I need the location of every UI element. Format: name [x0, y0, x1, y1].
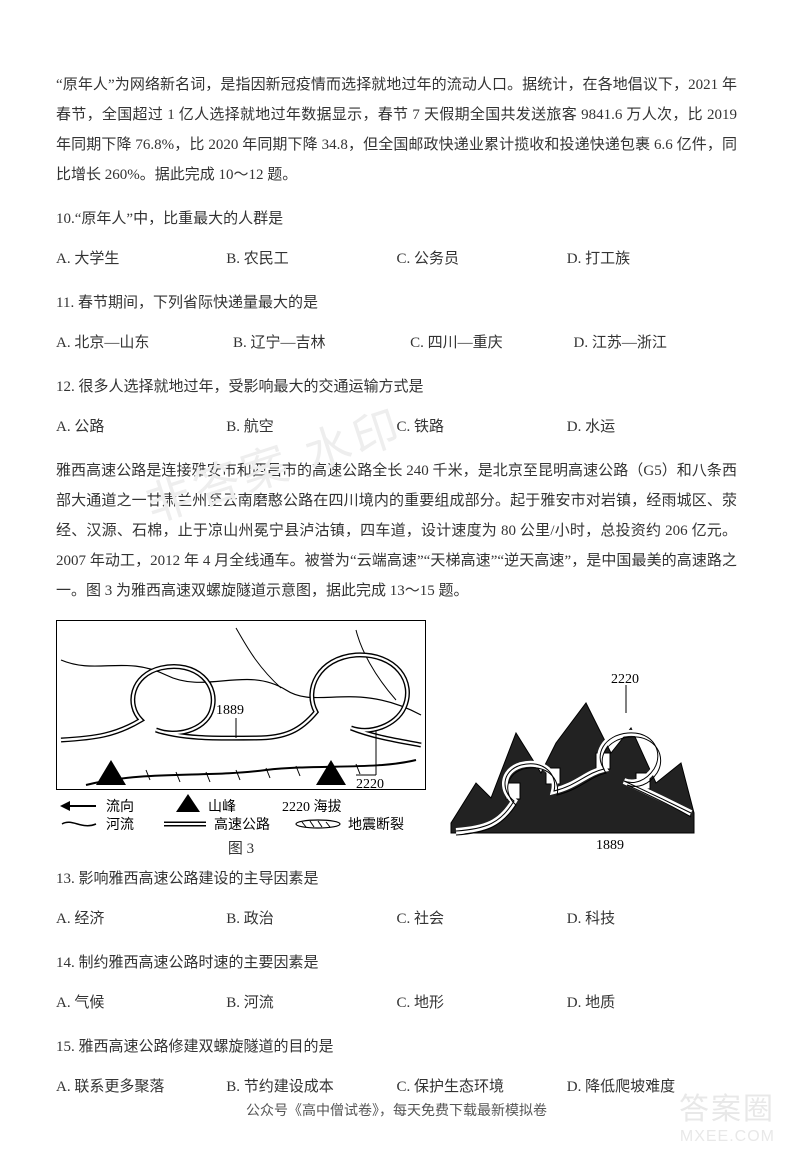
q11-opt-a: A. 北京—山东	[56, 328, 233, 358]
legend-highway: 高速公路	[214, 816, 270, 830]
q15-opt-c: C. 保护生态环境	[397, 1072, 567, 1102]
q11-opt-d: D. 江苏—浙江	[574, 328, 737, 358]
map-svg: 1889 2220 流向 山峰 2220 海拔	[56, 620, 426, 830]
q12-options: A. 公路 B. 航空 C. 铁路 D. 水运	[56, 412, 737, 442]
mountain-svg: 2220 1889	[446, 673, 696, 853]
q13-opt-b: B. 政治	[226, 904, 396, 934]
q15-options: A. 联系更多聚落 B. 节约建设成本 C. 保护生态环境 D. 降低爬坡难度	[56, 1072, 737, 1102]
q10-opt-c: C. 公务员	[397, 244, 567, 274]
q15-opt-a: A. 联系更多聚落	[56, 1072, 226, 1102]
mtn-label-1889: 1889	[596, 838, 624, 853]
q14-opt-b: B. 河流	[226, 988, 396, 1018]
q14-opt-c: C. 地形	[397, 988, 567, 1018]
q15-stem: 15. 雅西高速公路修建双螺旋隧道的目的是	[56, 1032, 737, 1062]
q12-opt-a: A. 公路	[56, 412, 226, 442]
passage-1: “原年人”为网络新名词，是指因新冠疫情而选择就地过年的流动人口。据统计，在各地倡…	[56, 70, 737, 190]
corner-watermark-small: MXEE.COM	[679, 1128, 775, 1146]
figure-3-left: 1889 2220 流向 山峰 2220 海拔	[56, 620, 426, 858]
mtn-label-2220: 2220	[611, 673, 639, 687]
legend-river: 河流	[106, 817, 134, 830]
q15-opt-d: D. 降低爬坡难度	[567, 1072, 737, 1102]
q12-opt-d: D. 水运	[567, 412, 737, 442]
q10-stem: 10.“原年人”中，比重最大的人群是	[56, 204, 737, 234]
map-label-1889: 1889	[216, 703, 244, 718]
q11-opt-c: C. 四川—重庆	[410, 328, 573, 358]
legend-peak: 山峰	[208, 799, 236, 815]
q14-stem: 14. 制约雅西高速公路时速的主要因素是	[56, 948, 737, 978]
q13-options: A. 经济 B. 政治 C. 社会 D. 科技	[56, 904, 737, 934]
q10-options: A. 大学生 B. 农民工 C. 公务员 D. 打工族	[56, 244, 737, 274]
legend-elev: 2220 海拔	[282, 799, 342, 815]
figure-3: 1889 2220 流向 山峰 2220 海拔	[56, 620, 737, 858]
q13-opt-a: A. 经济	[56, 904, 226, 934]
q14-opt-a: A. 气候	[56, 988, 226, 1018]
q11-stem: 11. 春节期间，下列省际快递量最大的是	[56, 288, 737, 318]
q13-opt-c: C. 社会	[397, 904, 567, 934]
q11-options: A. 北京—山东 B. 辽宁—吉林 C. 四川—重庆 D. 江苏—浙江	[56, 328, 737, 358]
q14-opt-d: D. 地质	[567, 988, 737, 1018]
page-footer: 公众号《高中僧试卷》，每天免费下载最新模拟卷	[0, 1100, 793, 1120]
figure-3-right: 2220 1889	[446, 673, 716, 858]
q14-options: A. 气候 B. 河流 C. 地形 D. 地质	[56, 988, 737, 1018]
figure-3-caption: 图 3	[56, 837, 426, 858]
q11-opt-b: B. 辽宁—吉林	[233, 328, 410, 358]
legend-flow: 流向	[106, 799, 134, 815]
q12-stem: 12. 很多人选择就地过年，受影响最大的交通运输方式是	[56, 372, 737, 402]
map-label-2220: 2220	[356, 777, 384, 792]
q10-opt-d: D. 打工族	[567, 244, 737, 274]
q10-opt-a: A. 大学生	[56, 244, 226, 274]
q15-opt-b: B. 节约建设成本	[226, 1072, 396, 1102]
q12-opt-b: B. 航空	[226, 412, 396, 442]
passage-2: 雅西高速公路是连接雅安市和西昌市的高速公路全长 240 千米，是北京至昆明高速公…	[56, 456, 737, 606]
q10-opt-b: B. 农民工	[226, 244, 396, 274]
q13-stem: 13. 影响雅西高速公路建设的主导因素是	[56, 864, 737, 894]
legend-fault: 地震断裂	[348, 817, 404, 830]
q13-opt-d: D. 科技	[567, 904, 737, 934]
page: 非答案 水印 “原年人”为网络新名词，是指因新冠疫情而选择就地过年的流动人口。据…	[0, 0, 793, 1156]
q12-opt-c: C. 铁路	[397, 412, 567, 442]
